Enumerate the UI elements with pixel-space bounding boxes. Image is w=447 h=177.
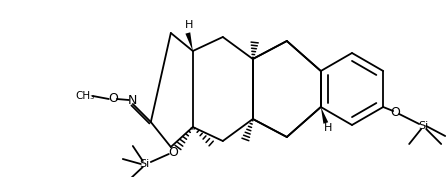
Text: O: O: [168, 145, 178, 158]
Text: N: N: [128, 95, 138, 107]
Text: Si: Si: [140, 159, 150, 169]
Text: Si: Si: [418, 121, 428, 131]
Text: O: O: [108, 93, 118, 105]
Text: O: O: [390, 105, 400, 118]
Text: CH₃: CH₃: [75, 91, 94, 101]
Polygon shape: [186, 32, 193, 51]
Polygon shape: [321, 107, 328, 124]
Text: H: H: [185, 20, 193, 30]
Text: H: H: [324, 123, 332, 133]
